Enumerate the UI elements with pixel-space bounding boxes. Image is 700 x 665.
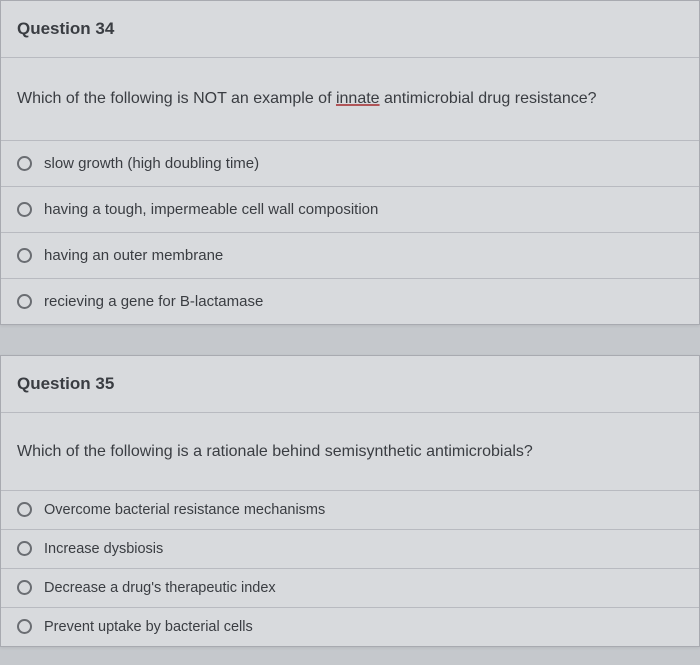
question-35-block: Question 35 Which of the following is a …	[0, 355, 700, 646]
question-34-title: Question 34	[17, 19, 114, 38]
option-label: Overcome bacterial resistance mechanisms	[44, 502, 325, 518]
radio-icon[interactable]	[17, 294, 32, 309]
option-row[interactable]: having an outer membrane	[1, 233, 699, 279]
option-label: Increase dysbiosis	[44, 541, 163, 557]
prompt-underlined-word: innate	[336, 90, 380, 107]
radio-icon[interactable]	[17, 502, 32, 517]
prompt-text-before: Which of the following is NOT an example…	[17, 90, 336, 107]
option-row[interactable]: Prevent uptake by bacterial cells	[1, 608, 699, 646]
prompt-text-after: antimicrobial drug resistance?	[380, 90, 597, 107]
radio-icon[interactable]	[17, 619, 32, 634]
option-label: slow growth (high doubling time)	[44, 155, 259, 172]
option-row[interactable]: Decrease a drug's therapeutic index	[1, 569, 699, 608]
question-34-header: Question 34	[1, 1, 699, 58]
option-label: Prevent uptake by bacterial cells	[44, 619, 253, 635]
radio-icon[interactable]	[17, 541, 32, 556]
question-35-options: Overcome bacterial resistance mechanisms…	[1, 490, 699, 646]
radio-icon[interactable]	[17, 156, 32, 171]
option-row[interactable]: Increase dysbiosis	[1, 530, 699, 569]
radio-icon[interactable]	[17, 580, 32, 595]
prompt-text: Which of the following is a rationale be…	[17, 443, 533, 460]
option-label: having a tough, impermeable cell wall co…	[44, 201, 378, 218]
option-label: Decrease a drug's therapeutic index	[44, 580, 276, 596]
radio-icon[interactable]	[17, 202, 32, 217]
question-34-prompt: Which of the following is NOT an example…	[1, 58, 699, 140]
option-label: having an outer membrane	[44, 247, 223, 264]
option-label: recieving a gene for B-lactamase	[44, 293, 263, 310]
option-row[interactable]: having a tough, impermeable cell wall co…	[1, 187, 699, 233]
radio-icon[interactable]	[17, 248, 32, 263]
option-row[interactable]: Overcome bacterial resistance mechanisms	[1, 491, 699, 530]
question-35-header: Question 35	[1, 356, 699, 413]
option-row[interactable]: recieving a gene for B-lactamase	[1, 279, 699, 324]
question-35-prompt: Which of the following is a rationale be…	[1, 413, 699, 489]
question-34-options: slow growth (high doubling time) having …	[1, 140, 699, 324]
question-35-title: Question 35	[17, 374, 114, 393]
question-34-block: Question 34 Which of the following is NO…	[0, 0, 700, 325]
option-row[interactable]: slow growth (high doubling time)	[1, 141, 699, 187]
